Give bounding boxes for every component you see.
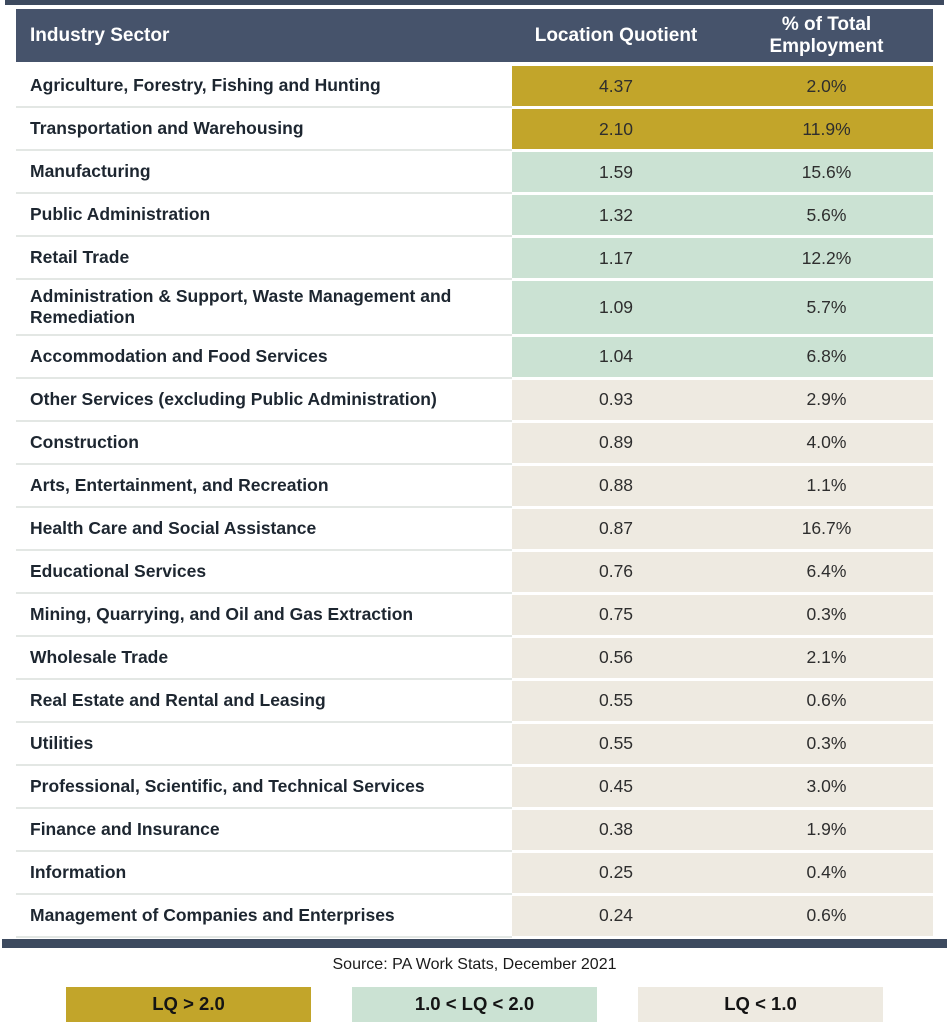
location-quotient-value: 0.25 — [512, 852, 720, 893]
table-row: Transportation and Warehousing 2.10 11.9% — [16, 109, 933, 149]
sector-name: Health Care and Social Assistance — [16, 509, 512, 549]
sector-name: Construction — [16, 423, 512, 463]
sector-name: Real Estate and Rental and Leasing — [16, 681, 512, 721]
location-quotient-value: 1.09 — [512, 281, 720, 334]
pct-employment-value: 1.1% — [720, 465, 933, 506]
pct-employment-value: 2.1% — [720, 637, 933, 678]
table-row: Wholesale Trade 0.56 2.1% — [16, 637, 933, 678]
header-location-quotient: Location Quotient — [534, 24, 698, 46]
pct-employment-value: 0.3% — [720, 723, 933, 764]
table-row: Health Care and Social Assistance 0.87 16.… — [16, 508, 933, 549]
sector-name: Finance and Insurance — [16, 810, 512, 850]
pct-employment-value: 12.2% — [720, 238, 933, 278]
pct-employment-value: 0.4% — [720, 852, 933, 893]
legend-label: 1.0 < LQ < 2.0 — [414, 993, 535, 1015]
pct-employment-value: 1.9% — [720, 809, 933, 850]
location-quotient-value: 0.55 — [512, 723, 720, 764]
sector-name: Administration & Support, Waste Manageme… — [16, 281, 512, 334]
location-quotient-value: 4.37 — [512, 66, 720, 106]
table-row: Manufacturing 1.59 15.6% — [16, 152, 933, 192]
table-row: Professional, Scientific, and Technical … — [16, 766, 933, 807]
header-pct-total-employment: % of Total Employment — [769, 13, 884, 57]
sector-name: Transportation and Warehousing — [16, 109, 512, 149]
location-quotient-value: 0.75 — [512, 594, 720, 635]
pct-employment-value: 5.6% — [720, 195, 933, 235]
header-industry-sector: Industry Sector — [30, 24, 170, 46]
sector-name: Other Services (excluding Public Adminis… — [16, 380, 512, 420]
pct-employment-value: 5.7% — [720, 281, 933, 334]
location-quotient-value: 1.32 — [512, 195, 720, 235]
location-quotient-value: 0.55 — [512, 680, 720, 721]
legend-item-beige: LQ < 1.0 — [638, 986, 883, 1022]
location-quotient-value: 1.59 — [512, 152, 720, 192]
pct-employment-value: 2.0% — [720, 66, 933, 106]
table-row: Construction 0.89 4.0% — [16, 422, 933, 463]
table-row: Agriculture, Forestry, Fishing and Hunti… — [16, 66, 933, 106]
pct-employment-value: 2.9% — [720, 379, 933, 420]
bottom-rule — [2, 938, 947, 948]
table-row: Administration & Support, Waste Manageme… — [16, 281, 933, 334]
location-quotient-value: 0.38 — [512, 809, 720, 850]
table-row: Utilities 0.55 0.3% — [16, 723, 933, 764]
source-note: Source: PA Work Stats, December 2021 — [332, 955, 617, 973]
legend-item-gold: LQ > 2.0 — [66, 986, 311, 1022]
table-body: Agriculture, Forestry, Fishing and Hunti… — [16, 66, 933, 936]
pct-employment-value: 16.7% — [720, 508, 933, 549]
location-quotient-value: 2.10 — [512, 109, 720, 149]
location-quotient-value: 0.24 — [512, 895, 720, 936]
table-header: Industry Sector Location Quotient % of T… — [16, 9, 933, 62]
table-row: Management of Companies and Enterprises 0… — [16, 895, 933, 936]
table-row: Educational Services 0.76 6.4% — [16, 551, 933, 592]
location-quotient-value: 0.87 — [512, 508, 720, 549]
pct-employment-value: 6.8% — [720, 336, 933, 377]
location-quotient-value: 0.89 — [512, 422, 720, 463]
location-quotient-value: 0.93 — [512, 379, 720, 420]
location-quotient-value: 1.04 — [512, 336, 720, 377]
table-row: Arts, Entertainment, and Recreation 0.88 1… — [16, 465, 933, 506]
location-quotient-value: 0.56 — [512, 637, 720, 678]
sector-name: Agriculture, Forestry, Fishing and Hunti… — [16, 66, 512, 106]
pct-employment-value: 11.9% — [720, 109, 933, 149]
table-row: Public Administration 1.32 5.6% — [16, 195, 933, 235]
table-row: Accommodation and Food Services 1.04 6.8% — [16, 336, 933, 377]
sector-name: Utilities — [16, 724, 512, 764]
table-row: Mining, Quarrying, and Oil and Gas Extra… — [16, 594, 933, 635]
top-rule — [5, 0, 944, 5]
lq-table: Industry Sector Location Quotient % of T… — [16, 9, 933, 936]
location-quotient-value: 1.17 — [512, 238, 720, 278]
legend-label: LQ > 2.0 — [152, 993, 225, 1015]
sector-name: Management of Companies and Enterprises — [16, 896, 512, 936]
table-row: Real Estate and Rental and Leasing 0.55 0.… — [16, 680, 933, 721]
pct-employment-value: 0.6% — [720, 895, 933, 936]
table-row: Retail Trade 1.17 12.2% — [16, 238, 933, 278]
pct-employment-value: 15.6% — [720, 152, 933, 192]
sector-name: Manufacturing — [16, 152, 512, 192]
pct-employment-value: 0.3% — [720, 594, 933, 635]
table-row: Finance and Insurance 0.38 1.9% — [16, 809, 933, 850]
pct-employment-value: 4.0% — [720, 422, 933, 463]
sector-name: Professional, Scientific, and Technical … — [16, 767, 512, 807]
sector-name: Wholesale Trade — [16, 638, 512, 678]
sector-name: Arts, Entertainment, and Recreation — [16, 466, 512, 506]
legend-item-green: 1.0 < LQ < 2.0 — [352, 986, 597, 1022]
sector-name: Mining, Quarrying, and Oil and Gas Extra… — [16, 595, 512, 635]
sector-name: Retail Trade — [16, 238, 512, 278]
table-row: Information 0.25 0.4% — [16, 852, 933, 893]
location-quotient-value: 0.76 — [512, 551, 720, 592]
pct-employment-value: 0.6% — [720, 680, 933, 721]
pct-employment-value: 3.0% — [720, 766, 933, 807]
pct-employment-value: 6.4% — [720, 551, 933, 592]
table-row: Other Services (excluding Public Adminis… — [16, 379, 933, 420]
sector-name: Information — [16, 853, 512, 893]
legend: LQ > 2.0 1.0 < LQ < 2.0 LQ < 1.0 — [66, 986, 883, 1022]
location-quotient-value: 0.45 — [512, 766, 720, 807]
sector-name: Public Administration — [16, 195, 512, 235]
sector-name: Accommodation and Food Services — [16, 337, 512, 377]
legend-label: LQ < 1.0 — [724, 993, 797, 1015]
location-quotient-value: 0.88 — [512, 465, 720, 506]
sector-name: Educational Services — [16, 552, 512, 592]
